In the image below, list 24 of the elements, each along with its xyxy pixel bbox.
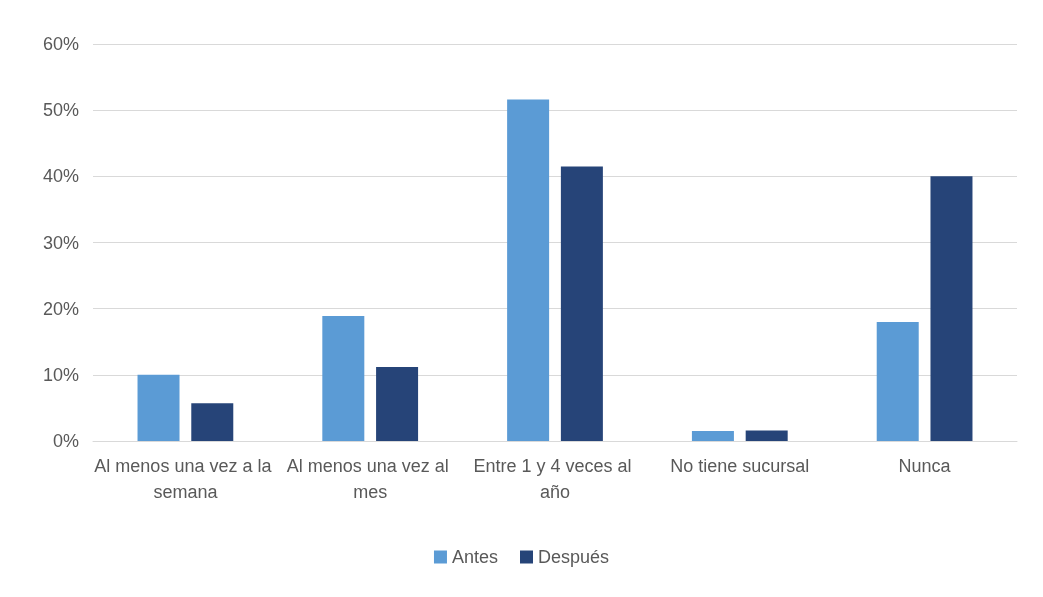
bar <box>745 430 788 441</box>
y-tick-label: 60% <box>42 34 79 54</box>
bar <box>876 321 919 441</box>
bar <box>137 374 180 441</box>
y-tick-label: 40% <box>42 166 79 187</box>
y-tick-label: 30% <box>42 232 79 253</box>
x-tick-label: Entre 1 y 4 veces al año <box>473 456 637 502</box>
x-tick-label: Al menos una vez a la semana <box>94 456 277 502</box>
bar <box>507 99 550 441</box>
x-tick-label: Nunca <box>898 456 952 476</box>
bar <box>930 176 973 441</box>
y-tick-label: 0% <box>52 431 79 451</box>
bar <box>376 366 419 441</box>
bar <box>322 315 365 441</box>
y-tick-label: 10% <box>42 364 79 385</box>
x-tick-label: No tiene sucursal <box>670 456 810 476</box>
bar <box>560 166 603 441</box>
legend-label: Antes <box>451 547 498 567</box>
y-tick-label: 50% <box>42 100 79 121</box>
y-tick-label: 20% <box>42 298 79 319</box>
bar <box>691 431 734 441</box>
x-tick-label: Al menos una vez al mes <box>286 456 454 502</box>
bar <box>191 403 234 441</box>
legend-label: Después <box>537 547 610 567</box>
